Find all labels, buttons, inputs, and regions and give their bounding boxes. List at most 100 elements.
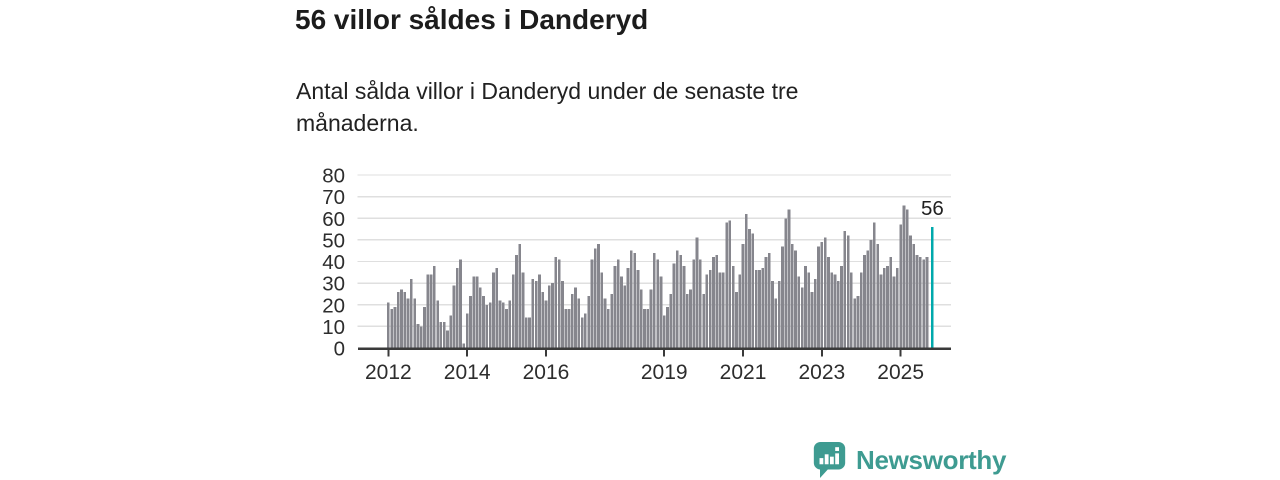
highlighted-bar (930, 226, 934, 348)
bar (896, 267, 899, 348)
bar (557, 259, 561, 348)
bar (823, 237, 827, 348)
bar (758, 270, 761, 348)
bar (390, 309, 393, 348)
newsworthy-logo-link[interactable]: Newsworthy (812, 441, 1006, 479)
bar (462, 343, 466, 348)
chart-subtitle: Antal sålda villor i Danderyd under de s… (296, 78, 799, 136)
bar (564, 309, 568, 348)
bar (459, 259, 462, 348)
bar (531, 278, 535, 348)
bar (587, 296, 591, 348)
bar (551, 283, 554, 348)
bar (534, 280, 538, 348)
x-tick-label: 2023 (798, 361, 845, 384)
bar (804, 265, 807, 348)
bar (725, 222, 728, 348)
bar (524, 317, 528, 348)
bar (820, 242, 824, 348)
bar (485, 304, 489, 348)
bar (682, 265, 686, 348)
bar (597, 244, 600, 348)
bar (899, 224, 903, 348)
bar (741, 244, 745, 348)
bars (387, 205, 934, 348)
bar (518, 244, 522, 348)
bar (919, 257, 922, 348)
y-tick-label: 70 (322, 186, 345, 209)
bar (613, 265, 617, 348)
bar (495, 267, 499, 348)
bar (488, 302, 492, 348)
y-tick-label: 10 (322, 316, 345, 339)
bar (659, 276, 663, 348)
bar (580, 317, 584, 348)
bar (511, 274, 515, 348)
bar (873, 222, 876, 348)
bar (633, 252, 636, 348)
bar (541, 291, 545, 348)
bar (554, 257, 558, 348)
bar (735, 291, 738, 348)
bar (400, 289, 403, 348)
bar (656, 259, 659, 348)
bar (561, 280, 564, 348)
bar (416, 324, 420, 348)
x-tick-label: 2014 (444, 361, 491, 384)
bar (515, 255, 518, 348)
bar (616, 259, 620, 348)
x-tick-label: 2021 (720, 361, 767, 384)
bar (685, 293, 689, 348)
bar (429, 274, 433, 348)
x-tick-label: 2016 (523, 361, 570, 384)
bar (922, 259, 925, 348)
bar (787, 209, 791, 348)
bar (607, 309, 610, 348)
bar (689, 289, 692, 348)
bar (666, 306, 669, 348)
bar (603, 298, 607, 348)
bar (744, 213, 748, 348)
bar (501, 302, 505, 348)
bar (705, 274, 709, 348)
bar (856, 296, 860, 348)
bar (478, 287, 482, 348)
bar (593, 248, 597, 348)
bar (406, 298, 410, 348)
y-tick-label: 0 (334, 338, 345, 361)
bar (649, 289, 653, 348)
bar (863, 255, 866, 348)
bar (882, 267, 886, 348)
bar (472, 276, 476, 348)
bar (889, 257, 893, 348)
bar (675, 250, 679, 348)
bar (630, 250, 633, 348)
y-tick-label: 20 (322, 294, 345, 317)
y-tick-label: 30 (322, 273, 345, 296)
bar (672, 263, 676, 348)
bar (702, 293, 705, 348)
bar (639, 289, 643, 348)
bar (909, 235, 912, 348)
bar (892, 276, 896, 348)
bar (840, 265, 843, 348)
bar (761, 267, 765, 348)
bar (662, 315, 666, 348)
bar (833, 274, 837, 348)
bar (712, 257, 715, 348)
bar (751, 233, 755, 348)
bar-chart: 0 10 20 30 40 50 60 70 80 2012 2014 2016 2019 2021 202… (320, 160, 965, 390)
bar (442, 322, 446, 348)
bar (455, 267, 459, 348)
bar (577, 298, 581, 348)
bar (754, 270, 758, 348)
bar (646, 309, 650, 348)
bar (465, 313, 469, 348)
bar (830, 272, 834, 348)
bar (866, 250, 870, 348)
y-tick-label: 60 (322, 208, 345, 231)
bar (620, 276, 623, 348)
bar (774, 298, 778, 348)
bar (764, 257, 768, 348)
